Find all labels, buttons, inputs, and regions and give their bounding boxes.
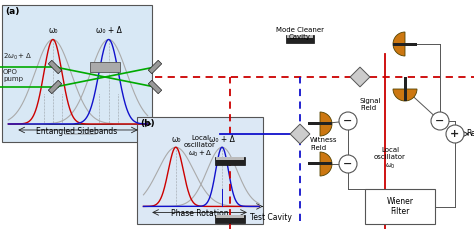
Bar (148, 80, 162, 94)
Text: Test Cavity: Test Cavity (250, 213, 292, 221)
Wedge shape (393, 32, 405, 56)
Circle shape (339, 155, 357, 173)
Bar (393, 43, 417, 46)
Text: −: − (435, 116, 445, 126)
Bar (287, 35, 313, 38)
Wedge shape (393, 89, 417, 101)
Text: Local
oscillator
$\omega_0+\Delta$: Local oscillator $\omega_0+\Delta$ (184, 135, 216, 159)
Circle shape (431, 112, 449, 130)
Bar (308, 162, 332, 165)
Bar (137, 117, 263, 224)
Bar (48, 60, 62, 74)
Text: ω₀: ω₀ (48, 26, 58, 35)
Wedge shape (320, 112, 332, 136)
Circle shape (339, 112, 357, 130)
Bar (308, 122, 332, 125)
Text: Mode Cleaner
Cavity: Mode Cleaner Cavity (276, 27, 324, 40)
Bar (90, 62, 120, 72)
Bar (216, 215, 244, 218)
Text: +: + (450, 129, 460, 139)
Bar (148, 60, 162, 74)
Text: (b): (b) (140, 119, 155, 128)
Wedge shape (320, 152, 332, 176)
Text: OPO
pump: OPO pump (3, 68, 23, 82)
Bar (290, 124, 310, 144)
Circle shape (446, 125, 464, 143)
Text: ω₀ + Δ: ω₀ + Δ (209, 135, 235, 144)
Text: −: − (343, 116, 353, 126)
Text: Wiener
Filter: Wiener Filter (386, 197, 413, 216)
Bar (216, 157, 244, 160)
Text: Phase Rotation: Phase Rotation (172, 209, 229, 218)
Bar (365, 189, 435, 224)
Bar (48, 80, 62, 94)
Text: Witness
Field: Witness Field (310, 137, 337, 150)
Text: Signal
Field: Signal Field (360, 98, 382, 111)
Text: Local
oscillator
$\omega_0$: Local oscillator $\omega_0$ (374, 147, 406, 171)
Bar (215, 157, 245, 165)
Text: ω₀ + Δ: ω₀ + Δ (96, 26, 122, 35)
Text: $2\omega_0+\Delta$: $2\omega_0+\Delta$ (3, 52, 32, 62)
Bar (350, 67, 370, 87)
Bar (286, 35, 314, 43)
Text: Readout: Readout (466, 130, 474, 139)
Bar (215, 215, 245, 223)
Text: Entangled Sidebands: Entangled Sidebands (36, 127, 118, 136)
Text: −: − (343, 159, 353, 169)
Bar (2, 5, 152, 142)
Text: (a): (a) (5, 7, 20, 16)
Text: ω₀: ω₀ (171, 135, 181, 144)
Bar (404, 77, 407, 101)
